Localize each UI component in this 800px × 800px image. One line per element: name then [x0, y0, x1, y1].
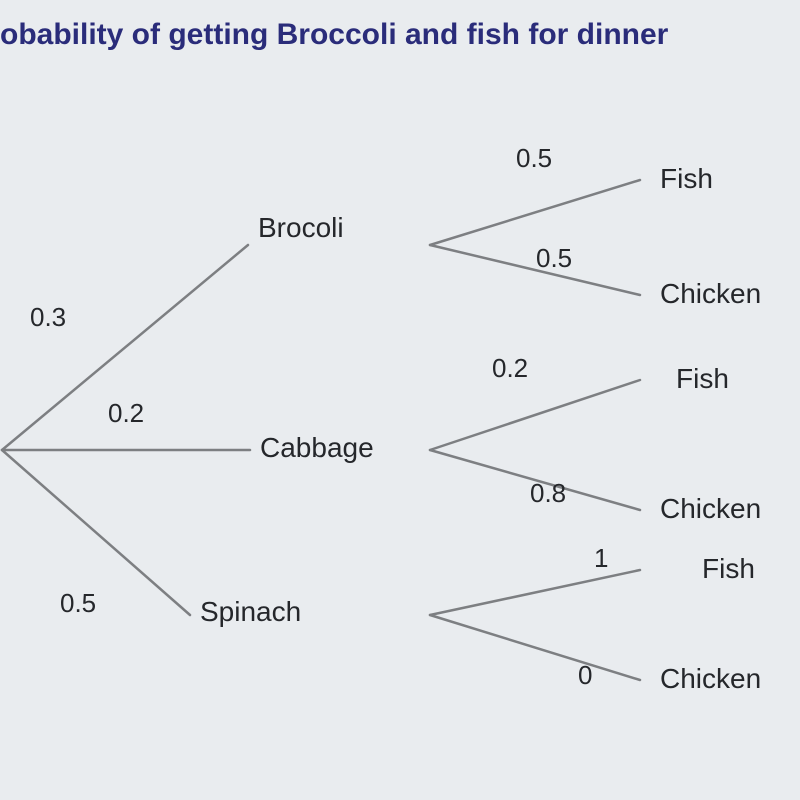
node-spinach: Spinach: [200, 596, 301, 628]
node-cabbage: Cabbage: [260, 432, 374, 464]
prob-cabbage-fish: 0.2: [492, 353, 528, 384]
node-brocoli: Brocoli: [258, 212, 344, 244]
prob-brocoli-fish: 0.5: [516, 143, 552, 174]
prob-brocoli: 0.3: [30, 302, 66, 333]
leaf-cabbage-fish: Fish: [676, 363, 729, 395]
leaf-brocoli-chicken: Chicken: [660, 278, 761, 310]
leaf-spinach-chicken: Chicken: [660, 663, 761, 695]
diagram-canvas: obability of getting Broccoli and fish f…: [0, 0, 800, 800]
page-title: obability of getting Broccoli and fish f…: [0, 18, 668, 52]
leaf-spinach-fish: Fish: [702, 553, 755, 585]
leaf-brocoli-fish: Fish: [660, 163, 713, 195]
leaf-cabbage-chicken: Chicken: [660, 493, 761, 525]
prob-spinach: 0.5: [60, 588, 96, 619]
prob-cabbage-chicken: 0.8: [530, 478, 566, 509]
prob-brocoli-chicken: 0.5: [536, 243, 572, 274]
prob-spinach-fish: 1: [594, 543, 608, 574]
prob-cabbage: 0.2: [108, 398, 144, 429]
prob-spinach-chicken: 0: [578, 660, 592, 691]
